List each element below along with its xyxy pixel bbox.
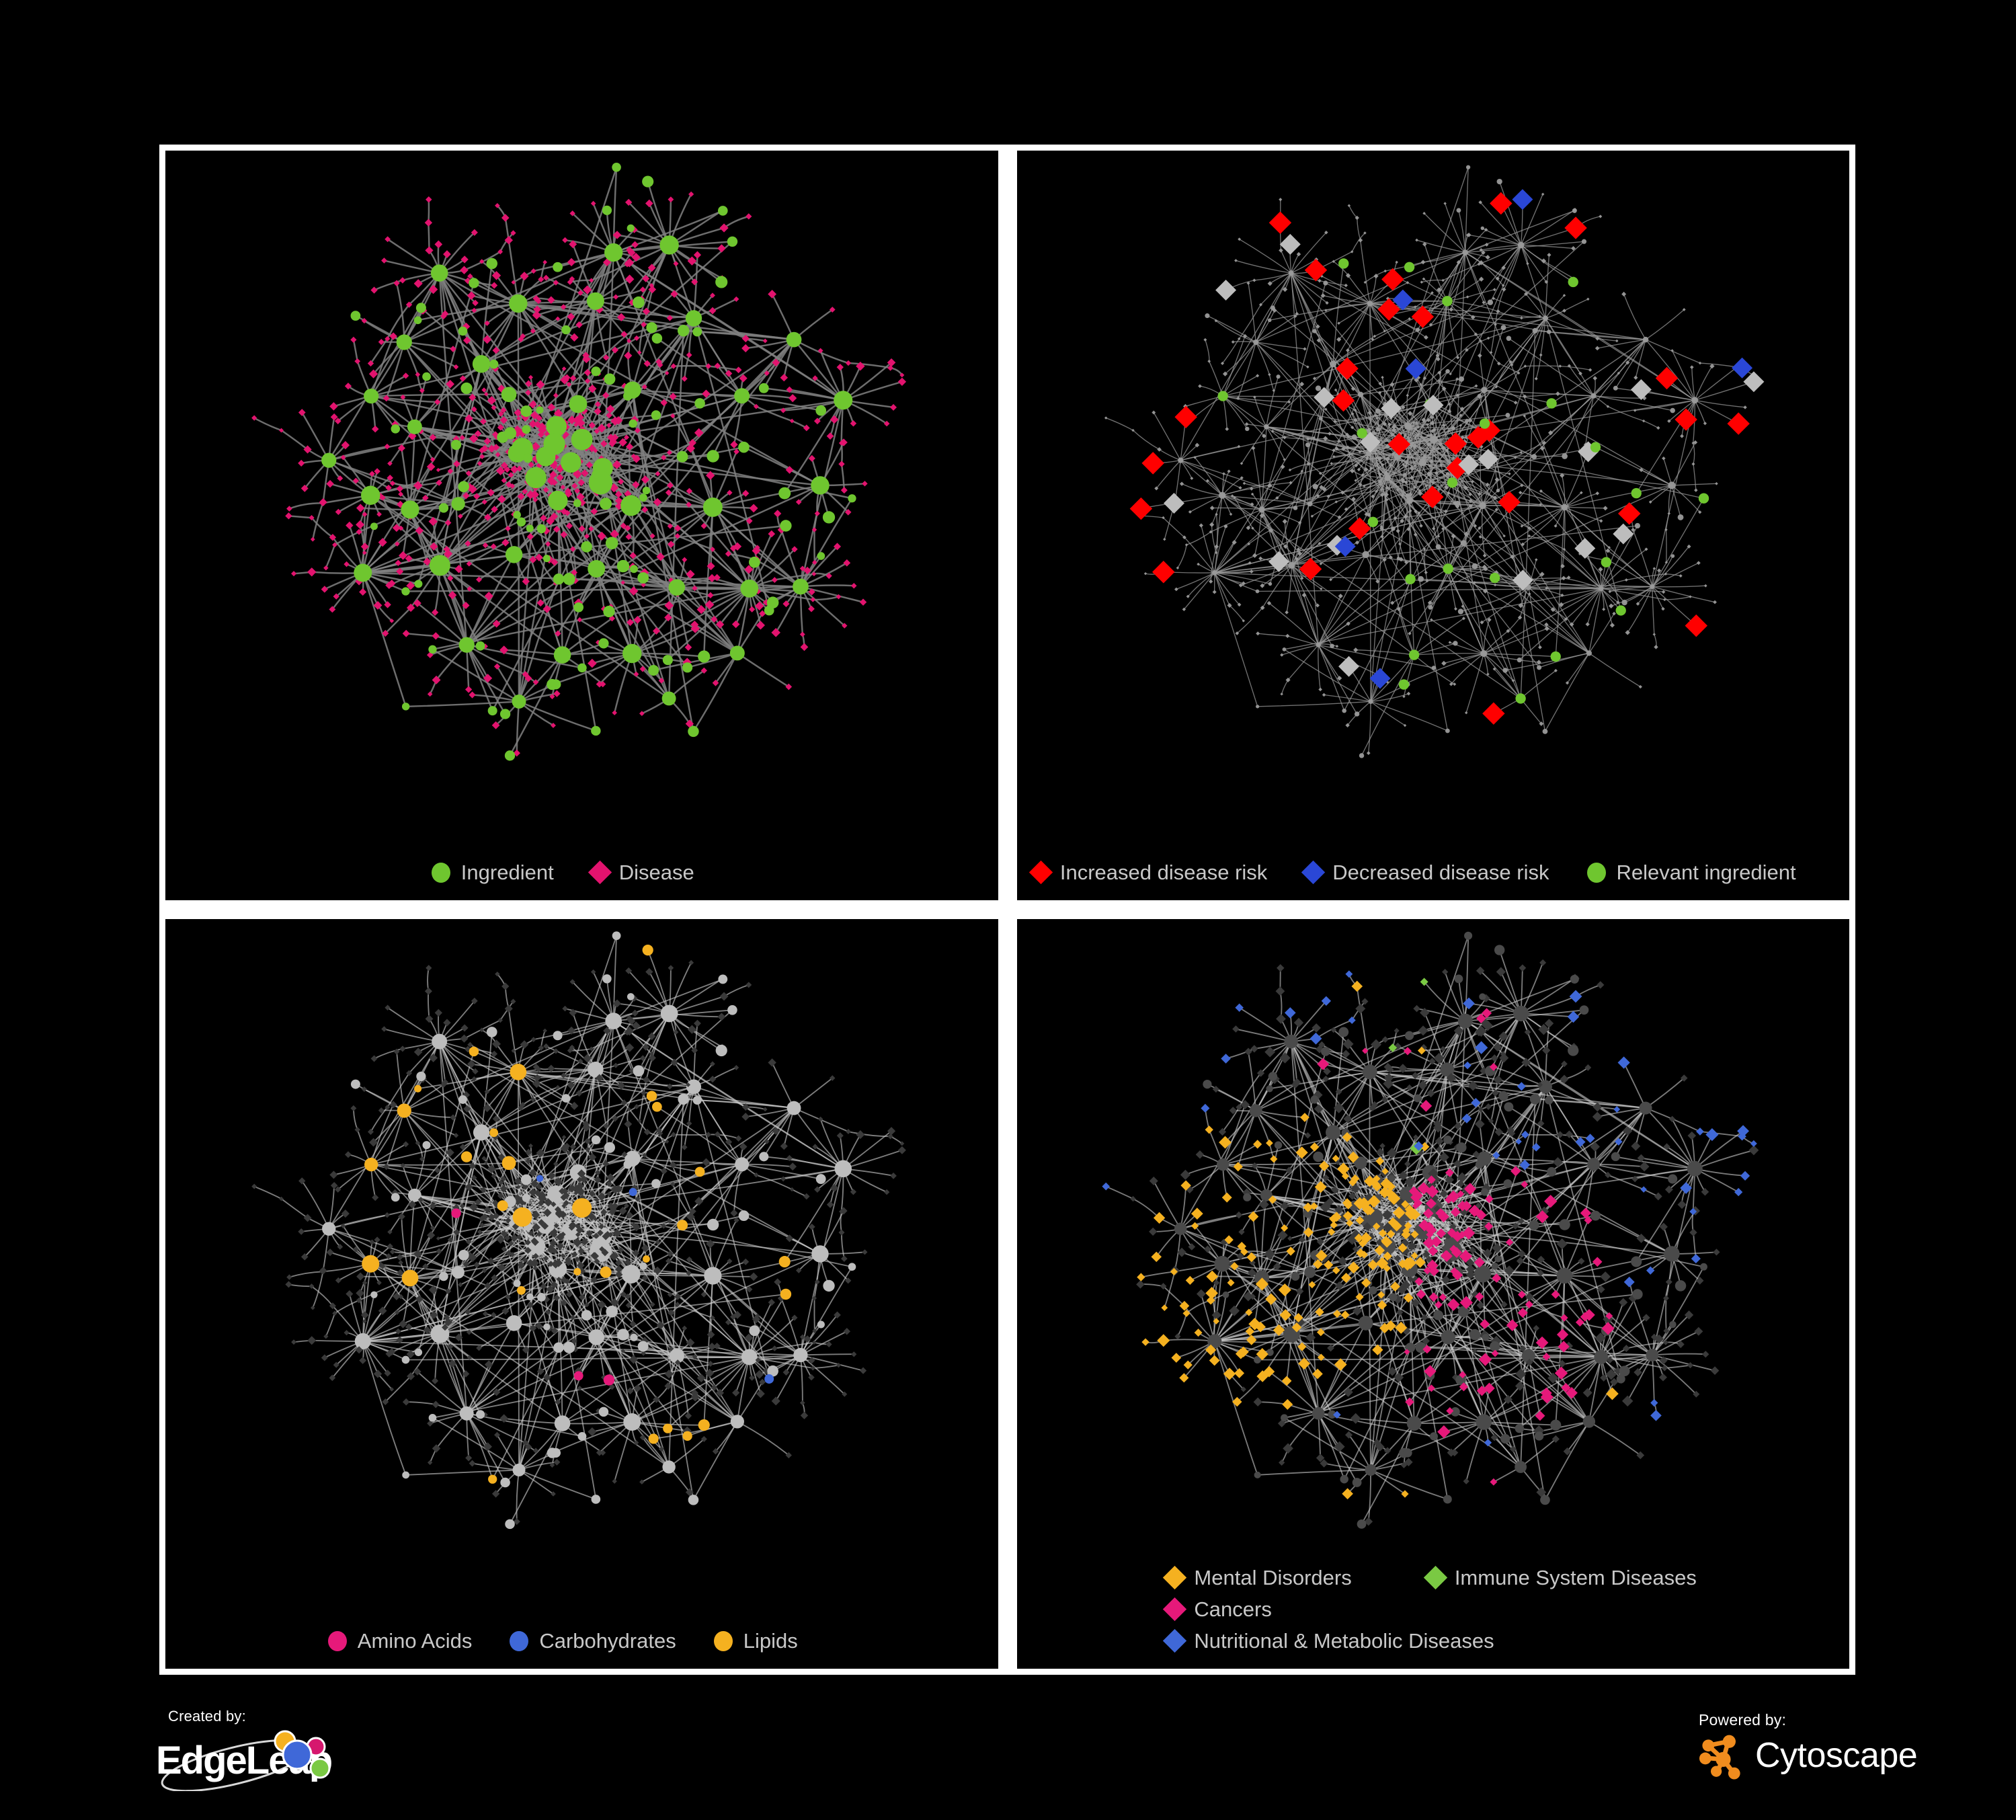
panel-ingredient-disease[interactable]: Ingredient Disease [159, 145, 1004, 906]
cytoscape-logo-row: Cytoscape [1697, 1731, 1939, 1780]
panel-disease-risk[interactable]: Increased disease risk Decreased disease… [1010, 145, 1855, 906]
panel-disease-class[interactable]: Mental Disorders Immune System Diseases … [1010, 913, 1855, 1675]
network-canvas-ingredient-class [251, 931, 906, 1530]
panel-grid: Ingredient Disease Increased disease ris… [159, 145, 1855, 1675]
edgeleap-credit: Created by: EdgeLeap EdgeLeap [156, 1708, 385, 1802]
cytoscape-logo-icon [1699, 1735, 1740, 1780]
edgeleap-logo-icon: EdgeLeap [156, 1730, 333, 1791]
network-canvas-ingredient-disease [251, 162, 907, 761]
network-canvas-disease-class [1101, 931, 1759, 1529]
edgeleap-logo-row: EdgeLeap EdgeLeap [156, 1727, 385, 1791]
cytoscape-name: Cytoscape [1755, 1736, 1918, 1775]
powered-by-label: Powered by: [1699, 1711, 1787, 1729]
network-canvas-disease-risk [1104, 165, 1764, 758]
cytoscape-credit: Powered by: Cytoscape [1670, 1711, 1939, 1798]
created-by-label: Created by: [168, 1708, 246, 1725]
panel-ingredient-class[interactable]: Amino Acids Carbohydrates Lipids [159, 913, 1004, 1675]
